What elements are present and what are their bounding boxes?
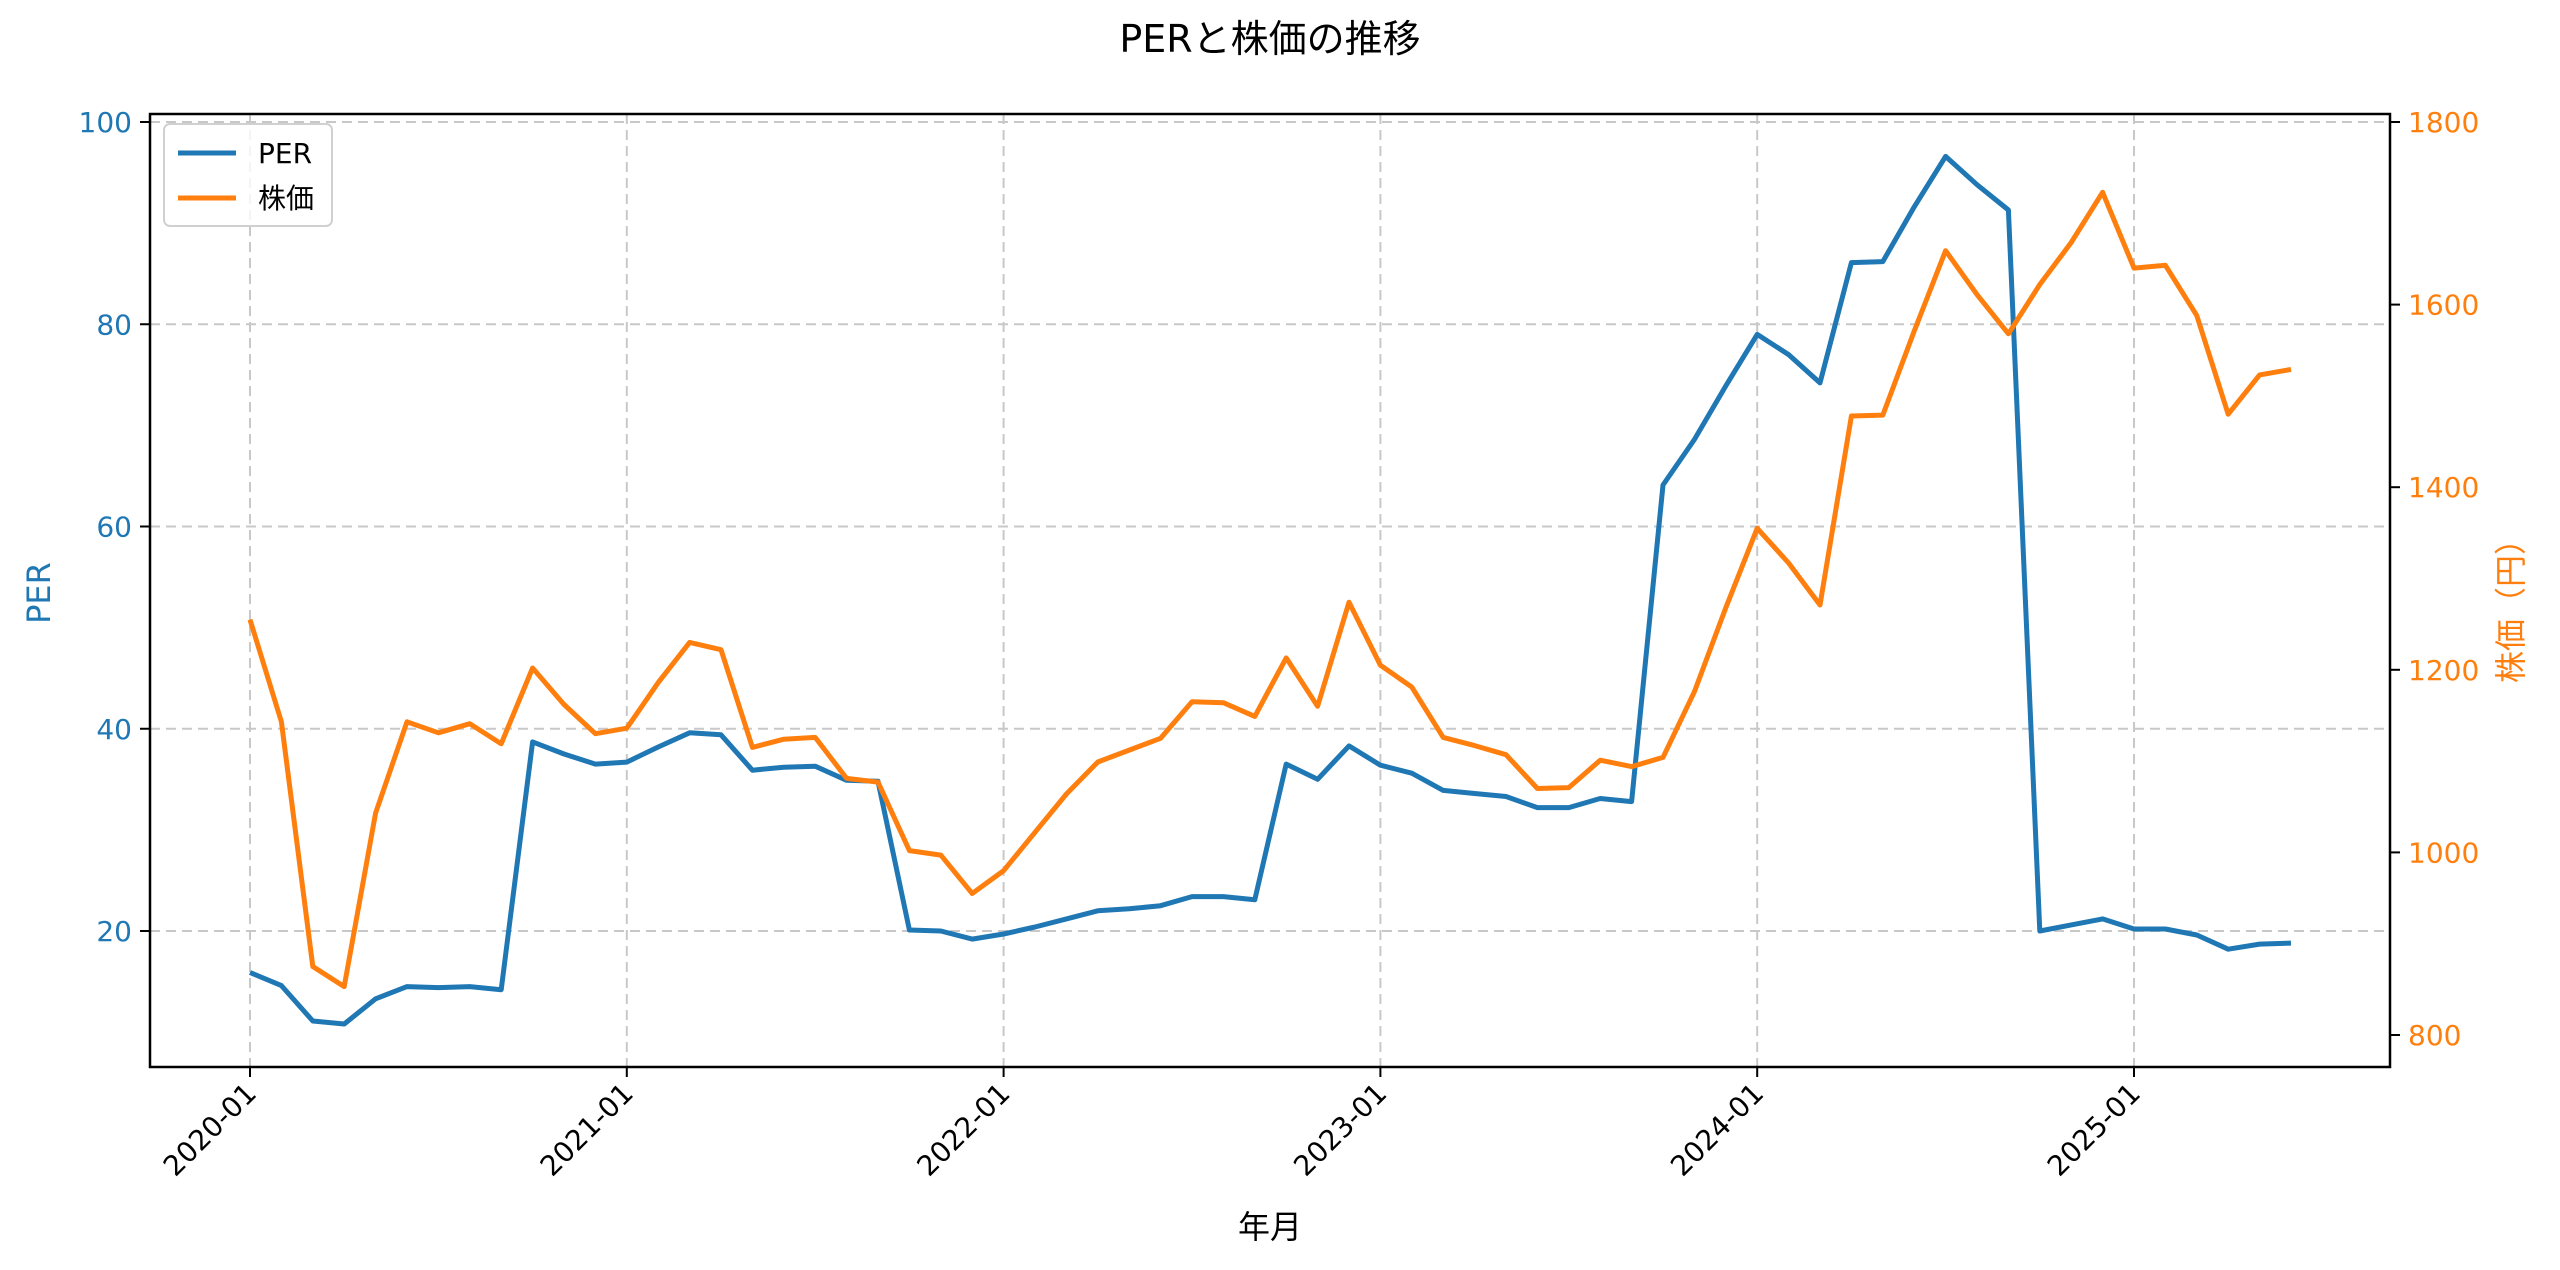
left-axis-label: PER xyxy=(20,562,58,624)
stock-price-line xyxy=(247,189,2292,990)
chart-title: PERと株価の推移 xyxy=(1119,17,1420,61)
x-tick-label: 2022-01 xyxy=(910,1077,1016,1183)
plot-frame xyxy=(148,112,2392,1069)
x-tick-label: 2024-01 xyxy=(1664,1077,1770,1183)
right-tick-label: 800 xyxy=(2408,1019,2461,1052)
left-tick-label: 20 xyxy=(96,915,132,948)
right-tick-label: 1400 xyxy=(2408,471,2479,504)
right-tick-label: 1000 xyxy=(2408,836,2479,869)
x-tick-label: 2020-01 xyxy=(157,1077,263,1183)
x-axis: 2020-01 2021-01 2022-01 2023-01 2024-01 2025-… xyxy=(157,1067,2147,1183)
x-tick-label: 2025-01 xyxy=(2041,1077,2147,1183)
x-axis-label: 年月 xyxy=(1238,1208,1302,1246)
x-tick-label: 2021-01 xyxy=(534,1077,640,1183)
per-line xyxy=(249,153,2292,1027)
legend-label-price: 株価 xyxy=(258,182,314,215)
left-tick-label: 40 xyxy=(96,713,132,746)
grid-lines xyxy=(150,114,2390,1067)
right-tick-label: 1200 xyxy=(2408,654,2479,687)
x-tick-label: 2023-01 xyxy=(1287,1077,1393,1183)
left-y-axis: 20 40 60 80 100 xyxy=(79,106,150,948)
right-tick-label: 1600 xyxy=(2408,289,2479,322)
right-tick-label: 1800 xyxy=(2408,106,2479,139)
right-axis-label: 株価（円） xyxy=(2492,523,2530,683)
left-tick-label: 60 xyxy=(96,511,132,544)
legend: PER 株価 xyxy=(163,123,333,227)
right-y-axis: 800 1000 1200 1400 1600 1800 xyxy=(2390,106,2479,1052)
left-tick-label: 80 xyxy=(96,308,132,341)
series-lines xyxy=(247,153,2292,1027)
left-tick-label: 100 xyxy=(79,106,132,139)
legend-label-per: PER xyxy=(258,137,312,170)
